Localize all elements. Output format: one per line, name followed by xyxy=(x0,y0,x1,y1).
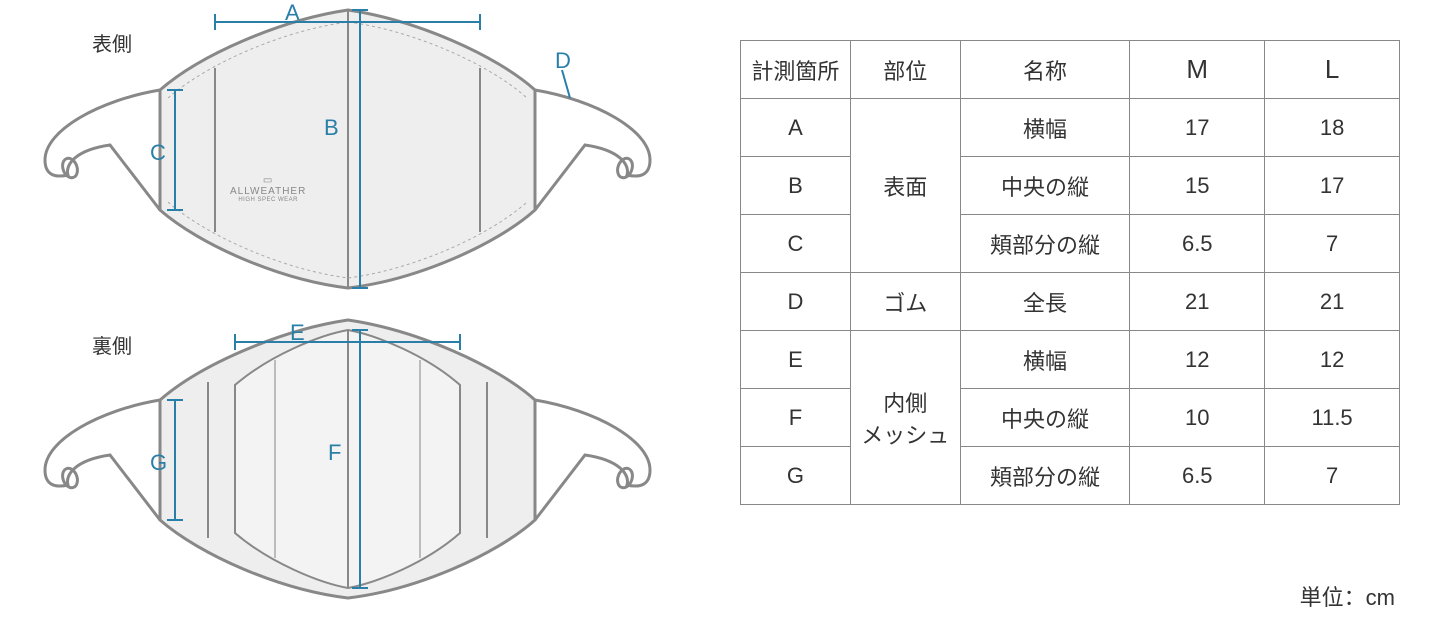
table-row: B 中央の縦1517 xyxy=(741,157,1400,215)
cell-name: 全長 xyxy=(960,273,1130,331)
dim-label-g: G xyxy=(150,450,167,476)
table-row: C 頬部分の縦6.57 xyxy=(741,215,1400,273)
cell-point: F xyxy=(741,389,851,447)
cell-point: C xyxy=(741,215,851,273)
cell-name: 中央の縦 xyxy=(960,157,1130,215)
cell-size-m: 21 xyxy=(1130,273,1265,331)
dim-label-b: B xyxy=(324,115,339,141)
th-size-l: L xyxy=(1265,41,1400,99)
cell-size-l: 12 xyxy=(1265,331,1400,389)
table-row: A表面横幅1718 xyxy=(741,99,1400,157)
cell-size-m: 6.5 xyxy=(1130,215,1265,273)
dim-label-e: E xyxy=(290,320,305,346)
brand-block: ▭ ALLWEATHER HIGH SPEC WEAR xyxy=(230,175,306,203)
table-row: F 中央の縦1011.5 xyxy=(741,389,1400,447)
dim-label-a: A xyxy=(285,0,300,26)
cell-size-m: 17 xyxy=(1130,99,1265,157)
unit-label: 単位：cm xyxy=(1300,580,1395,612)
mask-front-svg xyxy=(20,0,660,300)
cell-size-l: 18 xyxy=(1265,99,1400,157)
cell-point: E xyxy=(741,331,851,389)
cell-size-m: 10 xyxy=(1130,389,1265,447)
table-panel: 計測箇所 部位 名称 M L A表面横幅1718B中央の縦1517C頬部分の縦6… xyxy=(680,0,1445,624)
table-row: Dゴム全長2121 xyxy=(741,273,1400,331)
cell-point: B xyxy=(741,157,851,215)
cell-name: 横幅 xyxy=(960,99,1130,157)
cell-point: A xyxy=(741,99,851,157)
table-row: G 頬部分の縦6.57 xyxy=(741,447,1400,505)
cell-point: G xyxy=(741,447,851,505)
cell-size-m: 15 xyxy=(1130,157,1265,215)
brand-sub: HIGH SPEC WEAR xyxy=(230,197,306,203)
diagram-panel: 表側 A B C D ▭ ALLWEATHER xyxy=(0,0,680,624)
size-table: 計測箇所 部位 名称 M L A表面横幅1718B中央の縦1517C頬部分の縦6… xyxy=(740,40,1400,505)
th-name: 名称 xyxy=(960,41,1130,99)
cell-size-m: 12 xyxy=(1130,331,1265,389)
cell-size-l: 17 xyxy=(1265,157,1400,215)
dim-label-d: D xyxy=(555,48,571,74)
cell-size-l: 7 xyxy=(1265,447,1400,505)
brand-name: ALLWEATHER xyxy=(230,186,306,197)
cell-size-l: 21 xyxy=(1265,273,1400,331)
size-table-body: A表面横幅1718B中央の縦1517C頬部分の縦6.57Dゴム全長2121E内側… xyxy=(741,99,1400,505)
cell-part: 内側 メッシュ xyxy=(850,331,960,505)
cell-size-l: 7 xyxy=(1265,215,1400,273)
cell-name: 頬部分の縦 xyxy=(960,447,1130,505)
dim-label-f: F xyxy=(328,440,341,466)
th-point: 計測箇所 xyxy=(741,41,851,99)
table-header-row: 計測箇所 部位 名称 M L xyxy=(741,41,1400,99)
cell-name: 横幅 xyxy=(960,331,1130,389)
th-size-m: M xyxy=(1130,41,1265,99)
cell-point: D xyxy=(741,273,851,331)
cell-name: 中央の縦 xyxy=(960,389,1130,447)
cell-part: 表面 xyxy=(850,99,960,273)
table-row: E内側 メッシュ横幅1212 xyxy=(741,331,1400,389)
th-part: 部位 xyxy=(850,41,960,99)
cell-size-l: 11.5 xyxy=(1265,389,1400,447)
cell-size-m: 6.5 xyxy=(1130,447,1265,505)
cell-part: ゴム xyxy=(850,273,960,331)
brand-icon: ▭ xyxy=(230,175,306,186)
cell-name: 頬部分の縦 xyxy=(960,215,1130,273)
dim-label-c: C xyxy=(150,140,166,166)
